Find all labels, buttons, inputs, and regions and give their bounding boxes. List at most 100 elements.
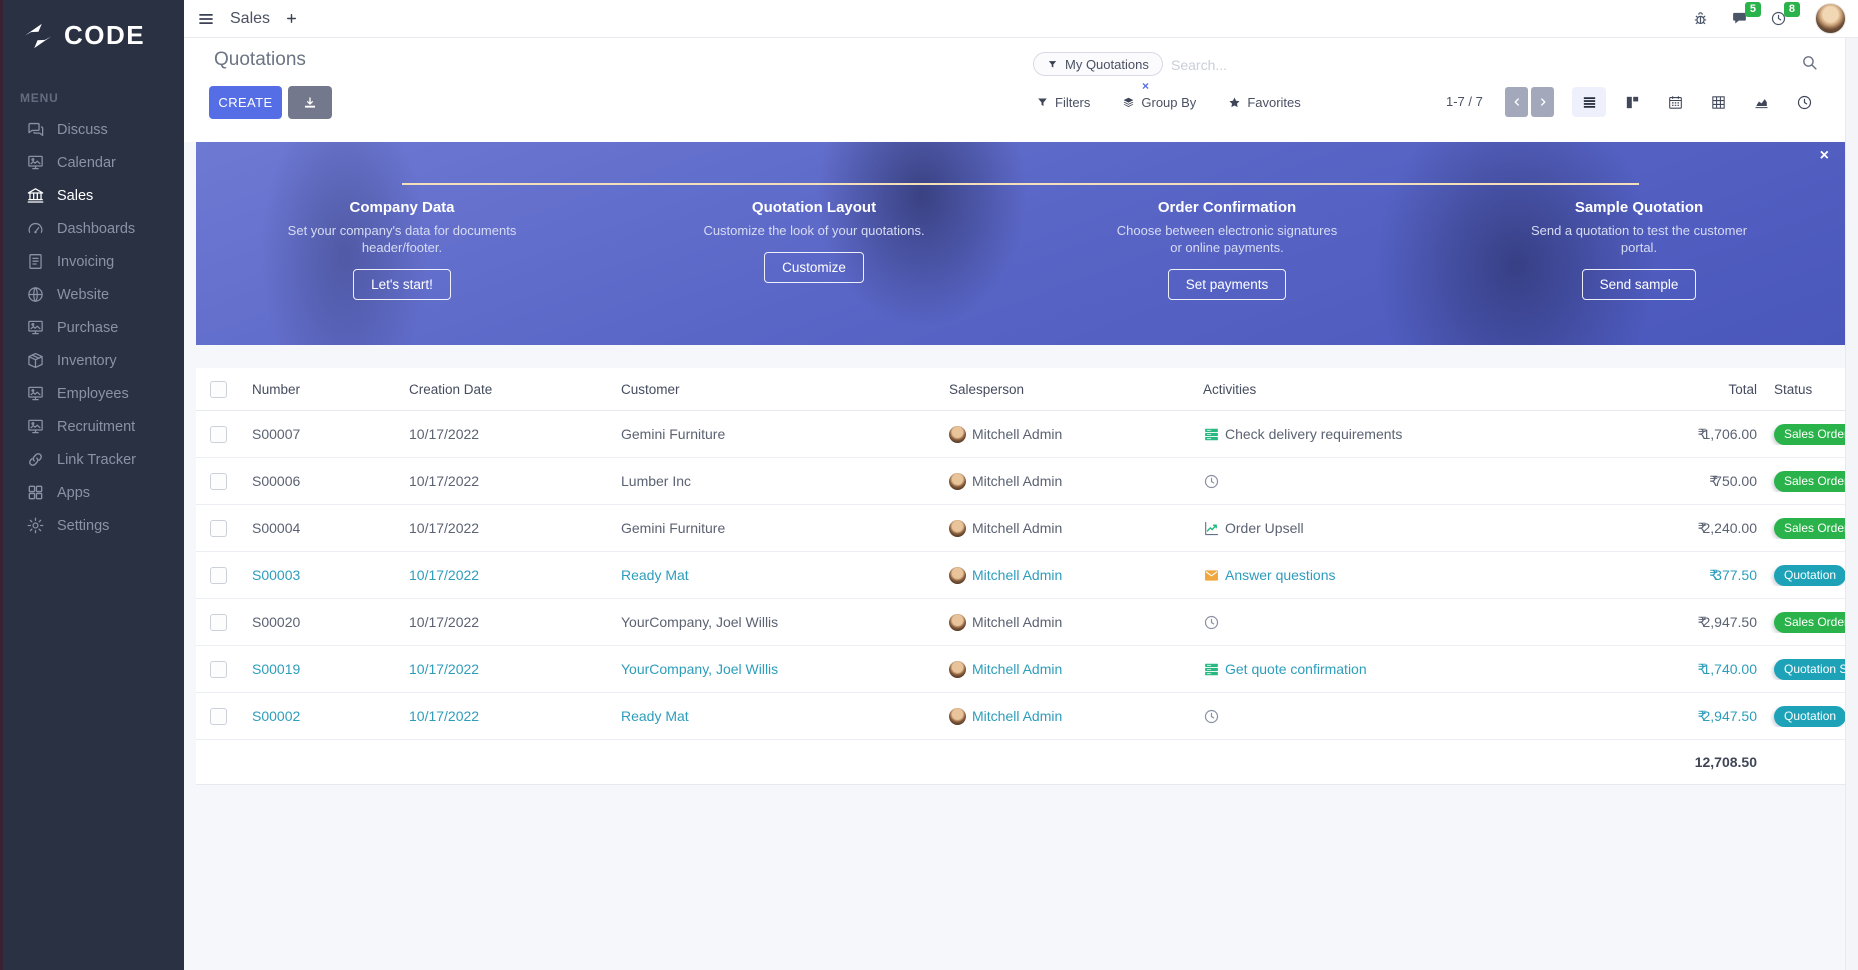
row-activity[interactable]: [1203, 614, 1635, 631]
sidebar-item-purchase[interactable]: Purchase: [0, 311, 184, 344]
table-row[interactable]: S00002 10/17/2022 Ready Mat Mitchell Admin ₹…: [196, 693, 1846, 740]
column-header-creation-date[interactable]: Creation Date: [409, 381, 493, 397]
apps-icon: [26, 483, 45, 502]
sidebar-item-discuss[interactable]: Discuss: [0, 113, 184, 146]
row-creation-date: 10/17/2022: [409, 426, 480, 442]
app-tab-sales[interactable]: Sales: [230, 9, 271, 27]
messages-menu[interactable]: 5: [1731, 2, 1761, 27]
inventory-icon: [26, 351, 45, 370]
group-by-button[interactable]: Group By: [1122, 95, 1196, 110]
create-button[interactable]: CREATE: [209, 86, 282, 119]
kanban-view-icon: [1624, 94, 1641, 111]
quotation-number-link[interactable]: S00002: [252, 708, 301, 724]
row-checkbox[interactable]: [210, 707, 227, 725]
kanban-view-button[interactable]: [1615, 87, 1649, 117]
sales-icon: [26, 186, 45, 205]
row-activity[interactable]: Order Upsell: [1203, 520, 1635, 537]
column-header-status[interactable]: Status: [1774, 381, 1813, 397]
calendar-view-button[interactable]: [1658, 87, 1692, 117]
list-view-button[interactable]: [1572, 87, 1606, 117]
row-salesperson: Mitchell Admin: [949, 566, 1203, 584]
column-header-customer[interactable]: Customer: [621, 381, 680, 397]
graph-view-button[interactable]: [1744, 87, 1778, 117]
customize-button[interactable]: Customize: [764, 252, 864, 283]
row-activity[interactable]: [1203, 708, 1635, 725]
sidebar-item-link-tracker[interactable]: Link Tracker: [0, 443, 184, 476]
row-customer: YourCompany, Joel Willis: [621, 614, 779, 630]
row-checkbox[interactable]: [210, 660, 227, 678]
column-header-activities[interactable]: Activities: [1203, 381, 1257, 397]
row-checkbox[interactable]: [210, 566, 227, 584]
quotation-number-link[interactable]: S00007: [252, 426, 301, 442]
website-icon: [26, 285, 45, 304]
table-row[interactable]: S00020 10/17/2022 YourCompany, Joel Willis…: [196, 599, 1846, 646]
pivot-view-button[interactable]: [1701, 87, 1735, 117]
row-customer: YourCompany, Joel Willis: [621, 661, 779, 677]
quotation-number-link[interactable]: S00006: [252, 473, 301, 489]
column-header-total[interactable]: Total: [1728, 381, 1757, 397]
sidebar-item-invoicing[interactable]: Invoicing: [0, 245, 184, 278]
quotation-number-link[interactable]: S00020: [252, 614, 301, 630]
activity-view-button[interactable]: [1787, 87, 1821, 117]
quotation-number-link[interactable]: S00004: [252, 520, 301, 536]
table-row[interactable]: S00003 10/17/2022 Ready Mat Mitchell Admin A…: [196, 552, 1846, 599]
brand-logo[interactable]: CODE: [0, 0, 184, 51]
hamburger-menu-icon[interactable]: [197, 10, 215, 28]
search-input[interactable]: [1169, 51, 1733, 79]
sidebar-item-dashboards[interactable]: Dashboards: [0, 212, 184, 245]
select-all-checkbox[interactable]: [210, 380, 227, 398]
add-tab-icon[interactable]: [285, 12, 298, 25]
sidebar-item-recruitment[interactable]: Recruitment: [0, 410, 184, 443]
banner-close-icon[interactable]: ×: [1819, 147, 1829, 164]
search-facet[interactable]: My Quotations: [1033, 52, 1163, 76]
table-row[interactable]: S00006 10/17/2022 Lumber Inc Mitchell Admin…: [196, 458, 1846, 505]
sidebar-item-inventory[interactable]: Inventory: [0, 344, 184, 377]
row-activity[interactable]: Get quote confirmation: [1203, 661, 1635, 678]
sidebar-item-employees[interactable]: Employees: [0, 377, 184, 410]
sidebar-item-sales[interactable]: Sales: [0, 179, 184, 212]
onboarding-step-order-confirmation: Order Confirmation Choose between electro…: [1077, 178, 1377, 300]
sidebar-item-label: Settings: [57, 517, 110, 534]
quotation-number-link[interactable]: S00003: [252, 567, 301, 583]
pager-previous-button[interactable]: [1505, 87, 1528, 117]
row-checkbox[interactable]: [210, 425, 227, 443]
status-badge: Quotation: [1774, 564, 1846, 586]
sidebar-item-settings[interactable]: Settings: [0, 509, 184, 542]
debug-bug-icon[interactable]: [1692, 10, 1709, 27]
sidebar-item-label: Website: [57, 286, 110, 303]
column-header-number[interactable]: Number: [252, 381, 301, 397]
favorites-button[interactable]: Favorites: [1228, 95, 1301, 110]
chat-icon: [1731, 10, 1748, 27]
row-checkbox[interactable]: [210, 519, 227, 537]
activities-menu[interactable]: 8: [1770, 2, 1800, 27]
brand-mark-icon: [22, 22, 54, 50]
sidebar-item-apps[interactable]: Apps: [0, 476, 184, 509]
facet-remove-icon[interactable]: ×: [1142, 79, 1150, 93]
table-row[interactable]: S00004 10/17/2022 Gemini Furniture Mitchell…: [196, 505, 1846, 552]
row-activity[interactable]: Check delivery requirements: [1203, 426, 1635, 443]
column-header-salesperson[interactable]: Salesperson: [949, 381, 1025, 397]
row-checkbox[interactable]: [210, 613, 227, 631]
sidebar-item-calendar[interactable]: Calendar: [0, 146, 184, 179]
row-activity[interactable]: [1203, 473, 1635, 490]
send-sample-button[interactable]: Send sample: [1581, 269, 1697, 300]
pager-range: 1-7 / 7: [1446, 94, 1483, 109]
let-s-start-button[interactable]: Let's start!: [353, 269, 451, 300]
status-badge: Sales Order: [1774, 423, 1846, 445]
search-icon[interactable]: [1801, 54, 1818, 71]
row-activity[interactable]: Answer questions: [1203, 567, 1635, 584]
table-row[interactable]: S00007 10/17/2022 Gemini Furniture Mitchell…: [196, 411, 1846, 458]
export-button[interactable]: [288, 86, 332, 119]
calendar-view-icon: [1667, 94, 1684, 111]
scrollbar-track[interactable]: [1845, 37, 1858, 970]
filters-button[interactable]: Filters: [1036, 95, 1090, 110]
star-icon: [1228, 96, 1241, 109]
row-checkbox[interactable]: [210, 472, 227, 490]
quotation-number-link[interactable]: S00019: [252, 661, 301, 677]
pager-next-button[interactable]: [1531, 87, 1554, 117]
user-avatar[interactable]: [1815, 3, 1846, 34]
set-payments-button[interactable]: Set payments: [1167, 269, 1287, 300]
table-row[interactable]: S00019 10/17/2022 YourCompany, Joel Willis…: [196, 646, 1846, 693]
filter-icon: [1036, 96, 1049, 109]
sidebar-item-website[interactable]: Website: [0, 278, 184, 311]
